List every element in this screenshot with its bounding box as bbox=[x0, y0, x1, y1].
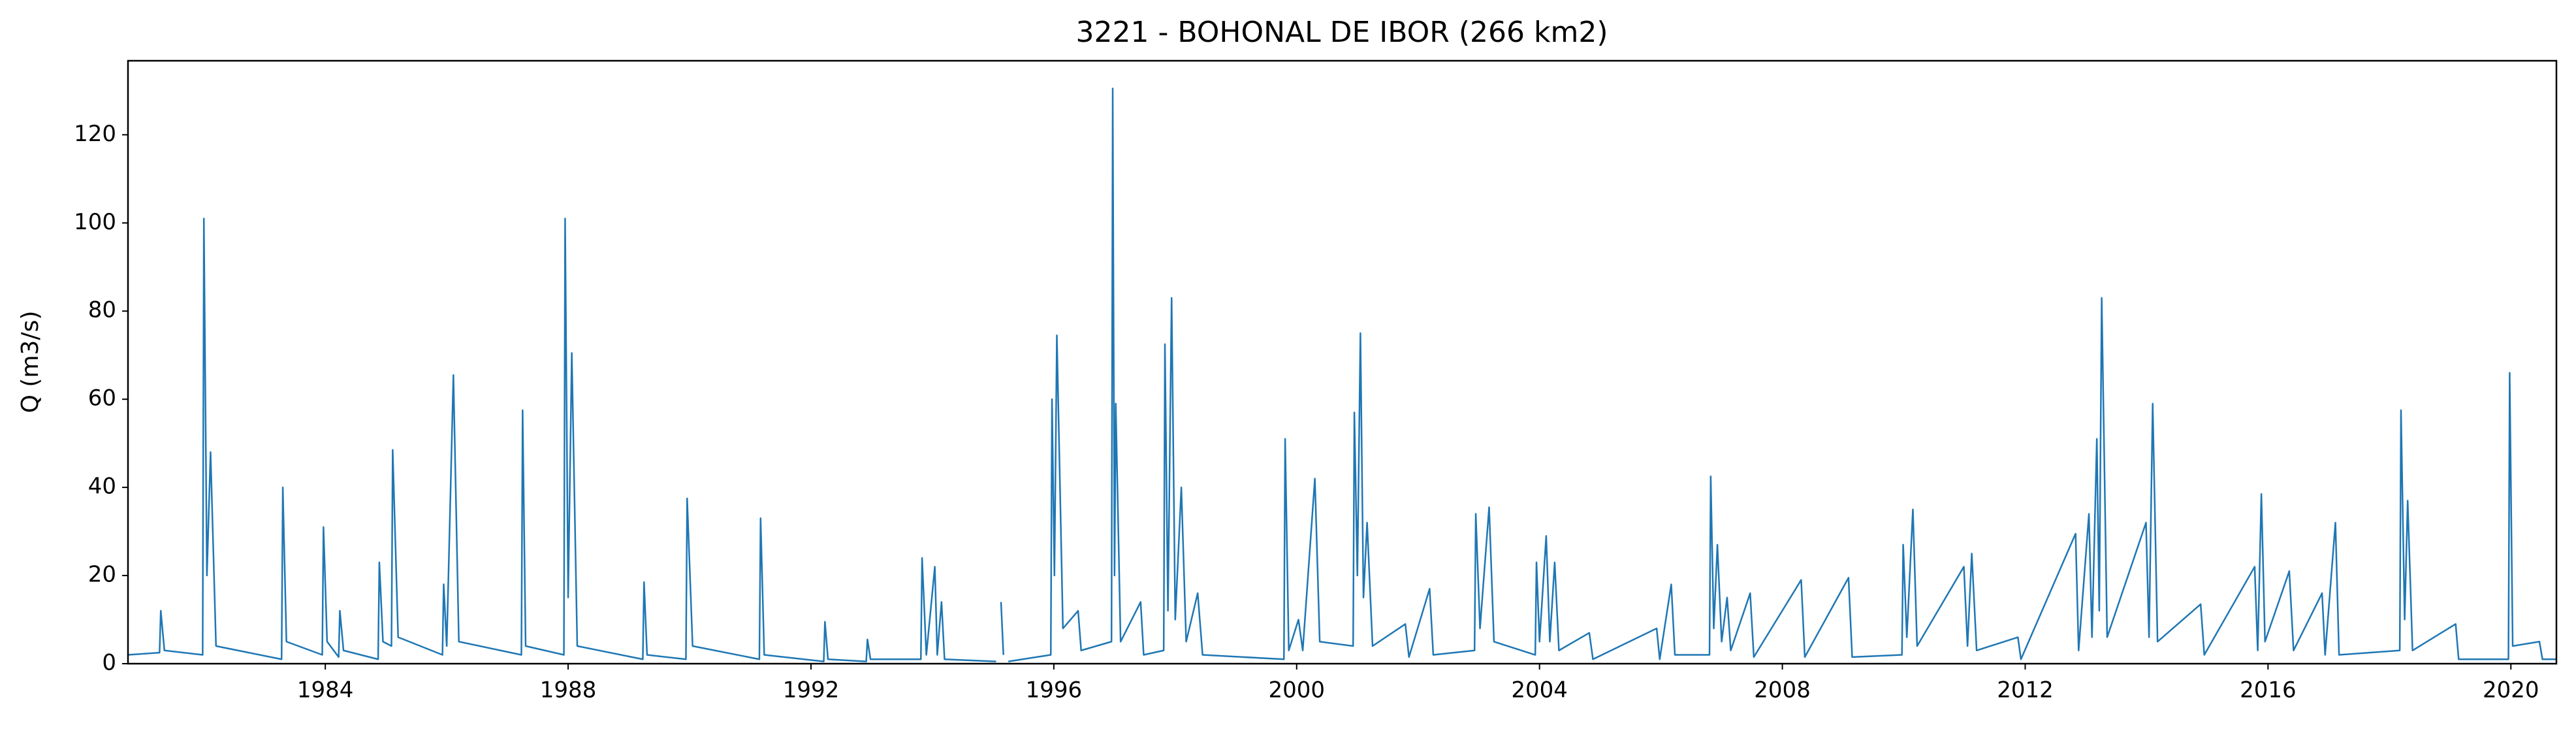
y-tick-label: 60 bbox=[88, 385, 116, 412]
y-tick-label: 0 bbox=[102, 650, 116, 676]
axes-frame bbox=[127, 59, 2558, 665]
x-tick-label: 1988 bbox=[540, 677, 597, 704]
y-tick-label: 120 bbox=[74, 121, 116, 147]
x-tick-label: 2016 bbox=[2240, 677, 2297, 704]
y-tick-label: 100 bbox=[74, 209, 116, 235]
y-tick-label: 80 bbox=[88, 297, 116, 323]
x-tick-label: 2020 bbox=[2483, 677, 2539, 704]
data-line bbox=[127, 88, 2556, 662]
x-tick-label: 1992 bbox=[783, 677, 840, 704]
y-tick-label: 20 bbox=[88, 562, 116, 588]
y-tick-label: 40 bbox=[88, 474, 116, 500]
x-tick-label: 2008 bbox=[1754, 677, 1811, 704]
x-tick-label: 2000 bbox=[1269, 677, 1326, 704]
x-tick-label: 2012 bbox=[1997, 677, 2054, 704]
x-tick-label: 1984 bbox=[297, 677, 354, 704]
chart-title: 3221 - BOHONAL DE IBOR (266 km2) bbox=[1076, 16, 1608, 49]
x-tick-label: 1996 bbox=[1026, 677, 1083, 704]
y-axis-label: Q (m3/s) bbox=[17, 311, 44, 413]
plot-area bbox=[127, 88, 2556, 662]
x-tick-label: 2004 bbox=[1511, 677, 1568, 704]
